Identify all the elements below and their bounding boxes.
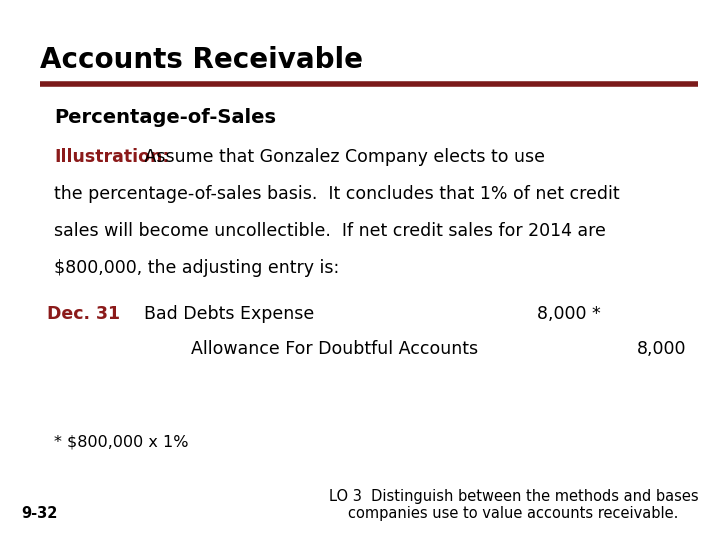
Text: 8,000 *: 8,000 * <box>537 305 601 323</box>
Text: Allowance For Doubtful Accounts: Allowance For Doubtful Accounts <box>191 340 478 358</box>
Text: * $800,000 x 1%: * $800,000 x 1% <box>54 435 189 450</box>
Text: 8,000: 8,000 <box>636 340 686 358</box>
Text: LO 3  Distinguish between the methods and bases
companies use to value accounts : LO 3 Distinguish between the methods and… <box>329 489 698 521</box>
Text: Percentage-of-Sales: Percentage-of-Sales <box>54 108 276 127</box>
Text: Illustration:: Illustration: <box>54 148 169 166</box>
Text: 9-32: 9-32 <box>22 506 58 521</box>
Text: Dec. 31: Dec. 31 <box>47 305 120 323</box>
Text: sales will become uncollectible.  If net credit sales for 2014 are: sales will become uncollectible. If net … <box>54 222 606 240</box>
Text: the percentage-of-sales basis.  It concludes that 1% of net credit: the percentage-of-sales basis. It conclu… <box>54 185 620 203</box>
Text: Accounts Receivable: Accounts Receivable <box>40 46 363 74</box>
Text: $800,000, the adjusting entry is:: $800,000, the adjusting entry is: <box>54 259 339 276</box>
Text: Assume that Gonzalez Company elects to use: Assume that Gonzalez Company elects to u… <box>139 148 545 166</box>
Text: Bad Debts Expense: Bad Debts Expense <box>144 305 314 323</box>
